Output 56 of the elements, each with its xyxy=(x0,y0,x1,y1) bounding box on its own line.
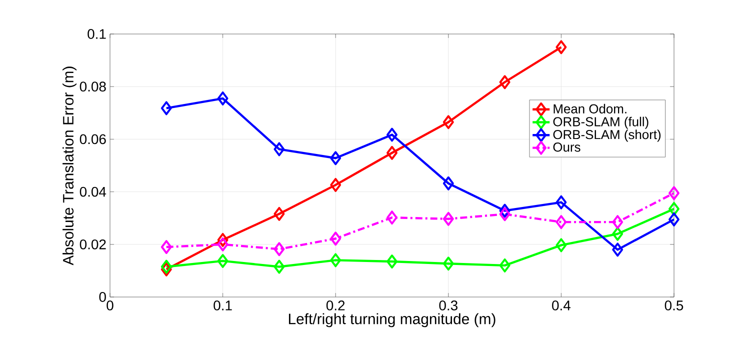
point xyxy=(160,260,172,274)
point xyxy=(386,210,398,225)
point xyxy=(612,242,624,257)
point xyxy=(274,142,285,156)
y-tick-label: 0.1 xyxy=(88,29,106,39)
point xyxy=(217,91,228,106)
x-tick-label: 0 xyxy=(106,300,114,310)
point xyxy=(160,240,172,254)
point xyxy=(274,242,285,256)
y-tick-label: 0.06 xyxy=(80,134,106,144)
x-tick-label: 0.5 xyxy=(664,300,684,310)
point xyxy=(668,202,680,216)
point xyxy=(499,75,510,90)
y-tick-label: 0.04 xyxy=(80,186,106,197)
point xyxy=(217,232,228,247)
x-tick-label: 0.2 xyxy=(326,300,345,310)
point xyxy=(330,253,342,268)
point xyxy=(386,146,398,160)
x-axis-title: Left/right turning magnitude (m) xyxy=(288,313,496,328)
point xyxy=(499,258,510,272)
point xyxy=(386,128,398,142)
point xyxy=(217,237,228,252)
point xyxy=(499,207,510,222)
legend-label: ORB-SLAM (short) xyxy=(553,130,661,142)
point xyxy=(442,115,454,130)
legend-label: ORB-SLAM (full) xyxy=(553,116,648,129)
point xyxy=(160,101,172,116)
point xyxy=(442,212,454,226)
x-tick-label: 0.3 xyxy=(439,300,458,310)
point xyxy=(668,212,680,226)
point xyxy=(442,256,454,271)
point xyxy=(442,176,454,190)
point xyxy=(160,262,172,276)
x-tick-label: 0.1 xyxy=(214,300,232,310)
point xyxy=(556,215,567,230)
point xyxy=(612,226,624,241)
y-axis-title: Absolute Translation Error (m) xyxy=(62,66,76,266)
point xyxy=(612,215,624,230)
point xyxy=(556,238,567,252)
point xyxy=(330,151,342,166)
x-tick-label: 0.4 xyxy=(552,300,570,310)
point xyxy=(556,40,567,54)
y-tick-label: 0.02 xyxy=(80,239,106,250)
point xyxy=(386,254,398,268)
point xyxy=(274,206,285,221)
legend-label: Mean Odom. xyxy=(554,104,626,114)
y-tick-label: 0.08 xyxy=(80,82,106,92)
point xyxy=(330,232,342,246)
point xyxy=(499,204,510,218)
y-tick-label: 0 xyxy=(99,292,106,302)
point xyxy=(217,254,228,268)
point xyxy=(556,195,567,210)
legend-label: Ours xyxy=(553,142,580,152)
point xyxy=(668,186,680,200)
point xyxy=(274,260,285,274)
point xyxy=(330,178,342,192)
